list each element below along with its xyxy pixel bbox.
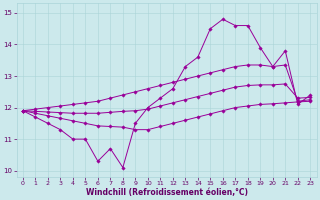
X-axis label: Windchill (Refroidissement éolien,°C): Windchill (Refroidissement éolien,°C) <box>85 188 248 197</box>
